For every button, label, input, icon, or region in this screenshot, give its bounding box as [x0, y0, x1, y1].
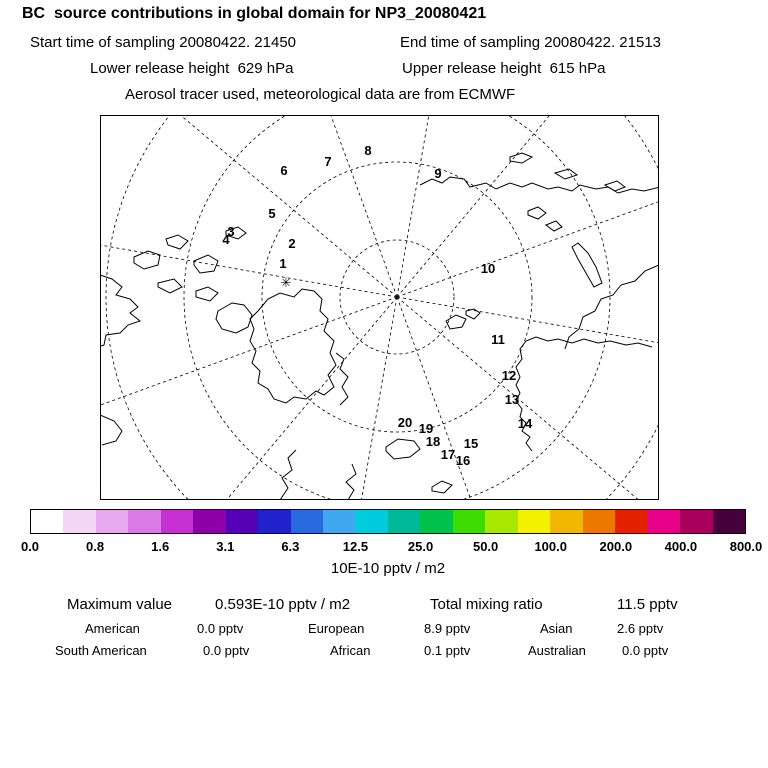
american-label: American — [85, 621, 140, 636]
colorbar-segment-19 — [647, 510, 681, 533]
station-number-11: 11 — [491, 332, 505, 347]
station-number-18: 18 — [426, 434, 440, 449]
total-mixing-ratio-value: 11.5 pptv — [617, 596, 678, 613]
colorbar-segment-16 — [550, 510, 583, 533]
colorbar-segment-10 — [355, 510, 388, 533]
station-number-19: 19 — [419, 421, 433, 436]
colorbar-tick-25.0: 25.0 — [407, 539, 434, 554]
colorbar-segment-1 — [63, 510, 96, 533]
lower-release-text: Lower release height 629 hPa — [90, 60, 294, 77]
colorbar-segment-17 — [582, 510, 616, 533]
colorbar-tick-0.8: 0.8 — [86, 539, 105, 554]
station-number-14: 14 — [518, 416, 533, 431]
tracer-info-text: Aerosol tracer used, meteorological data… — [125, 86, 516, 103]
colorbar-segment-3 — [128, 510, 161, 533]
map-frame — [100, 115, 659, 500]
figure-title: BC source contributions in global domain… — [22, 5, 487, 22]
graticule-latitude-circles — [105, 115, 659, 500]
polar-map: 1 2 3 4 5 6 7 8 9 10 11 12 13 14 15 16 17 18 19 20 ✳ — [100, 115, 659, 500]
release-marker-layer: ✳ — [281, 275, 292, 290]
colorbar-segment-20 — [680, 510, 713, 533]
asian-label: Asian — [540, 621, 573, 636]
european-value: 8.9 pptv — [424, 621, 471, 636]
total-mixing-ratio-label: Total mixing ratio — [430, 596, 543, 613]
colorbar-segment-5 — [193, 510, 226, 533]
upper-release-text: Upper release height 615 hPa — [402, 60, 606, 77]
colorbar-segment-2 — [95, 510, 129, 533]
colorbar-segment-11 — [387, 510, 421, 533]
station-number-6: 6 — [280, 163, 287, 178]
colorbar-segment-9 — [323, 510, 356, 533]
maximum-value: 0.593E-10 pptv / m2 — [215, 596, 351, 613]
station-number-17: 17 — [441, 447, 455, 462]
station-number-3: 3 — [227, 224, 234, 239]
colorbar-tick-3.1: 3.1 — [216, 539, 235, 554]
station-number-5: 5 — [268, 206, 275, 221]
colorbar-segment-0 — [31, 510, 64, 533]
south-american-value: 0.0 pptv — [203, 643, 250, 658]
colorbar-segment-12 — [420, 510, 453, 533]
graticule-meridians — [100, 115, 659, 500]
colorbar-tick-12.5: 12.5 — [342, 539, 369, 554]
colorbar-tick-labels: 0.0 0.8 1.6 3.1 6.3 12.5 25.0 50.0 100.0 200.0 400… — [21, 539, 762, 555]
african-label: African — [330, 643, 371, 658]
start-time-text: Start time of sampling 20080422. 21450 — [30, 34, 297, 51]
european-label: European — [308, 621, 365, 636]
asian-value: 2.6 pptv — [617, 621, 664, 636]
station-number-12: 12 — [502, 368, 516, 383]
colorbar-segment-6 — [225, 510, 259, 533]
colorbar-tick-200.0: 200.0 — [599, 539, 633, 554]
african-value: 0.1 pptv — [424, 643, 471, 658]
station-number-16: 16 — [456, 453, 470, 468]
end-time-text: End time of sampling 20080422. 21513 — [400, 34, 662, 51]
colorbar-segment-18 — [615, 510, 648, 533]
colorbar-tick-1.6: 1.6 — [151, 539, 170, 554]
station-number-9: 9 — [434, 166, 441, 181]
colorbar-segment-4 — [160, 510, 194, 533]
station-number-10: 10 — [481, 261, 495, 276]
colorbar-segment-13 — [452, 510, 486, 533]
station-number-1: 1 — [279, 256, 286, 271]
station-number-13: 13 — [505, 392, 519, 407]
station-number-20: 20 — [398, 415, 412, 430]
station-number-4: 4 — [222, 232, 230, 247]
station-number-8: 8 — [364, 143, 371, 158]
colorbar — [30, 509, 746, 534]
colorbar-segment-7 — [258, 510, 291, 533]
australian-label: Australian — [528, 643, 586, 658]
maximum-value-label: Maximum value — [67, 596, 173, 613]
colorbar-segment-14 — [485, 510, 518, 533]
colorbar-segment-21 — [712, 510, 745, 533]
australian-value: 0.0 pptv — [622, 643, 669, 658]
colorbar-tick-100.0: 100.0 — [534, 539, 567, 554]
station-number-15: 15 — [464, 436, 478, 451]
colorbar-unit-label: 10E-10 pptv / m2 — [330, 560, 446, 577]
coastlines — [100, 152, 659, 500]
colorbar-tick-800.0: 800.0 — [729, 539, 763, 554]
south-american-label: South American — [55, 643, 147, 658]
colorbar-tick-400.0: 400.0 — [664, 539, 698, 554]
colorbar-tick-50.0: 50.0 — [472, 539, 499, 554]
colorbar-tick-6.3: 6.3 — [281, 539, 300, 554]
colorbar-segment-8 — [290, 510, 324, 533]
release-point-marker-icon: ✳ — [281, 275, 292, 290]
station-number-2: 2 — [288, 236, 295, 251]
station-number-7: 7 — [324, 154, 331, 169]
american-value: 0.0 pptv — [197, 621, 244, 636]
colorbar-segment-15 — [517, 510, 551, 533]
colorbar-tick-0.0: 0.0 — [20, 539, 40, 554]
